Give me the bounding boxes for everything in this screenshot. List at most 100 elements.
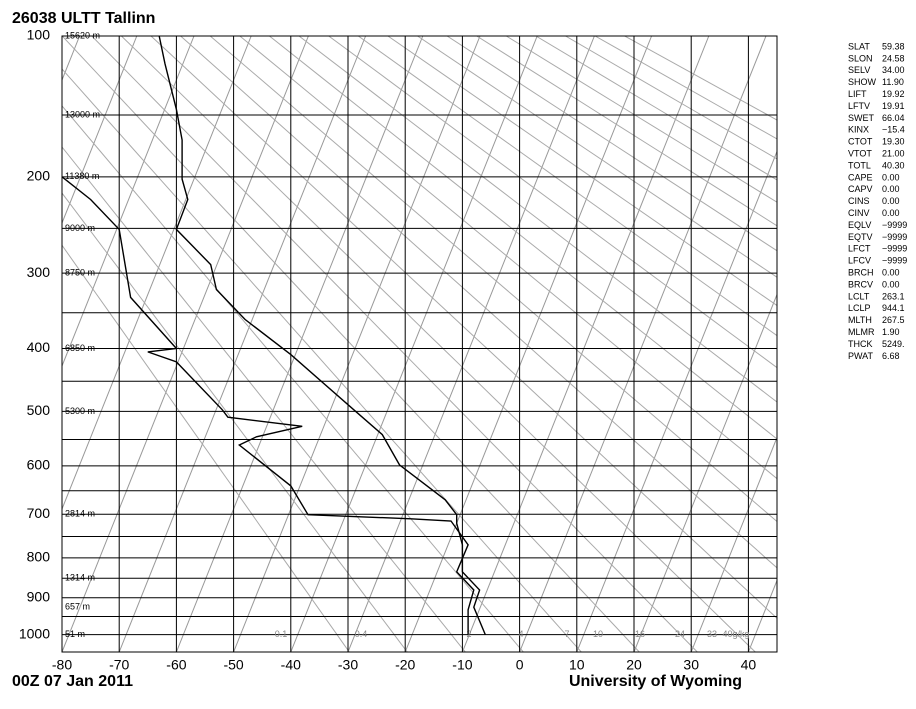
index-name: KINX <box>848 125 869 135</box>
y-tick-label: 1000 <box>19 625 50 641</box>
mixing-ratio-label: 16 <box>635 629 645 639</box>
height-label: 2814 m <box>65 509 95 519</box>
index-value: 944.1 <box>882 303 905 313</box>
index-value: 19.30 <box>882 137 905 147</box>
index-name: TOTL <box>848 160 871 170</box>
index-name: CINS <box>848 196 870 206</box>
index-value: −9999 <box>882 232 907 242</box>
index-name: PWAT <box>848 351 873 361</box>
index-value: 40.30 <box>882 160 905 170</box>
index-name: CINV <box>848 208 870 218</box>
index-value: −9999 <box>882 220 907 230</box>
x-tick-label: -20 <box>395 657 415 673</box>
x-tick-label: -50 <box>223 657 243 673</box>
y-tick-label: 600 <box>27 457 51 473</box>
index-name: CTOT <box>848 137 873 147</box>
mixing-ratio-label: 2 <box>466 629 471 639</box>
x-tick-label: 10 <box>569 657 585 673</box>
index-name: SLON <box>848 53 873 63</box>
index-value: 0.00 <box>882 184 900 194</box>
index-value: 0.00 <box>882 196 900 206</box>
index-value: 24.58 <box>882 53 905 63</box>
y-tick-label: 300 <box>27 264 51 280</box>
mixing-ratio-label: 33 <box>707 629 717 639</box>
index-value: 267.5 <box>882 315 905 325</box>
index-value: −15.4 <box>882 125 905 135</box>
index-value: −9999 <box>882 256 907 266</box>
y-tick-label: 900 <box>27 588 51 604</box>
x-tick-label: -80 <box>52 657 72 673</box>
index-value: 19.91 <box>882 101 905 111</box>
index-name: LCLP <box>848 303 871 313</box>
mixing-ratio-label: 4 <box>518 629 523 639</box>
height-label: 8750 m <box>65 267 95 277</box>
height-label: 1314 m <box>65 573 95 583</box>
index-value: 11.90 <box>882 77 904 87</box>
date-label: 00Z 07 Jan 2011 <box>12 673 133 690</box>
index-name: MLMR <box>848 327 875 337</box>
x-tick-label: -30 <box>338 657 358 673</box>
mixing-ratio-label: 0.1 <box>275 629 288 639</box>
x-tick-label: 40 <box>741 657 757 673</box>
index-name: SWET <box>848 113 875 123</box>
index-name: SLAT <box>848 41 870 51</box>
index-name: LCLT <box>848 291 870 301</box>
y-tick-label: 100 <box>27 27 51 43</box>
index-value: 0.00 <box>882 267 900 277</box>
index-value: 263.1 <box>882 291 905 301</box>
index-value: 66.04 <box>882 113 905 123</box>
index-name: SHOW <box>848 77 877 87</box>
index-value: 1.90 <box>882 327 900 337</box>
y-tick-label: 800 <box>27 549 51 565</box>
height-label: 11380 m <box>65 171 99 181</box>
index-name: THCK <box>848 339 873 349</box>
index-value: 59.38 <box>882 41 905 51</box>
x-tick-label: -40 <box>281 657 301 673</box>
chart-title: 26038 ULTT Tallinn <box>12 10 155 27</box>
x-tick-label: -60 <box>166 657 186 673</box>
index-name: LFCV <box>848 256 871 266</box>
index-name: EQTV <box>848 232 873 242</box>
index-name: BRCH <box>848 267 874 277</box>
x-tick-label: 20 <box>626 657 642 673</box>
index-name: MLTH <box>848 315 872 325</box>
height-label: 5300 m <box>65 406 95 416</box>
index-value: −9999 <box>882 244 907 254</box>
index-name: VTOT <box>848 148 872 158</box>
index-value: 0.00 <box>882 208 900 218</box>
y-tick-label: 400 <box>27 339 51 355</box>
index-value: 5249. <box>882 339 905 349</box>
mixing-ratio-label: 24 <box>675 629 685 639</box>
index-name: LFTV <box>848 101 870 111</box>
index-name: EQLV <box>848 220 871 230</box>
height-label: 15620 m <box>65 30 100 40</box>
mixing-ratio-label: 0.4 <box>355 629 368 639</box>
index-value: 6.68 <box>882 351 900 361</box>
index-name: LFCT <box>848 244 871 254</box>
height-label: 51 m <box>65 629 85 639</box>
index-name: SELV <box>848 65 870 75</box>
index-value: 0.00 <box>882 279 900 289</box>
x-tick-label: -10 <box>452 657 472 673</box>
index-name: CAPE <box>848 172 873 182</box>
x-tick-label: 30 <box>683 657 699 673</box>
index-value: 19.92 <box>882 89 905 99</box>
y-tick-label: 500 <box>27 402 51 418</box>
index-value: 21.00 <box>882 148 905 158</box>
height-label: 657 m <box>65 602 90 612</box>
index-value: 34.00 <box>882 65 905 75</box>
height-label: 6850 m <box>65 343 95 353</box>
y-tick-label: 200 <box>27 168 51 184</box>
mixing-ratio-label: 7 <box>564 629 569 639</box>
index-name: LIFT <box>848 89 867 99</box>
index-value: 0.00 <box>882 172 900 182</box>
x-tick-label: -70 <box>109 657 129 673</box>
index-name: CAPV <box>848 184 873 194</box>
height-label: 13000 m <box>65 109 100 119</box>
source-label: University of Wyoming <box>569 673 742 690</box>
x-tick-label: 0 <box>516 657 524 673</box>
height-label: 9000 m <box>65 223 95 233</box>
mixing-ratio-label: 10 <box>593 629 603 639</box>
index-name: BRCV <box>848 279 873 289</box>
